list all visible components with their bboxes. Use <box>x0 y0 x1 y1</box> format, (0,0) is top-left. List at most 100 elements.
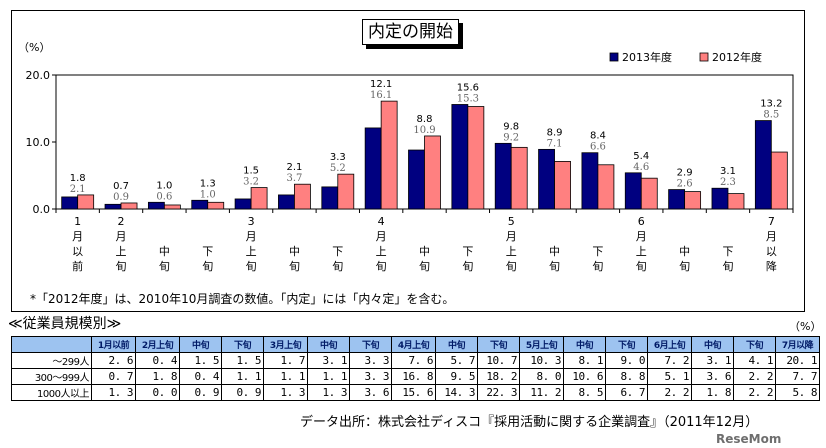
bar-2013 <box>408 149 425 210</box>
table-cell: 0. 4 <box>135 352 180 369</box>
table-cell: 7. 7 <box>775 368 820 385</box>
bar-2013 <box>451 104 469 210</box>
bar-2012 <box>727 193 745 210</box>
bar-2013 <box>538 148 555 210</box>
y-tick-label: 10.0 <box>26 136 51 149</box>
x-tick-label: 以 <box>72 245 83 258</box>
table-header-row: 1月以前 2月上旬 中旬 下旬 3月上旬 中旬 下旬 4月上旬 中旬 下旬 5月上旬 中旬 下旬 6月上旬… <box>11 336 820 353</box>
table-cell: 3. 6 <box>349 384 392 401</box>
x-tick-label: 4 <box>378 215 385 228</box>
legend-label-1: 2012年度 <box>712 50 762 64</box>
data-label-2013: 0.7 <box>113 181 129 192</box>
bar-2012 <box>120 202 138 210</box>
bar-chart: （%）0.010.020.01月以前2月上旬中旬下旬3月上旬中旬下旬4月上旬中旬… <box>18 41 794 273</box>
table-cell: 15. 6 <box>391 384 436 401</box>
data-label-2012: 7.1 <box>547 138 563 149</box>
table-cell: 9. 0 <box>605 352 648 369</box>
data-label-2013: 9.8 <box>503 121 519 132</box>
bar-2013 <box>668 189 686 210</box>
table-column-header: 下旬 <box>733 336 776 353</box>
x-tick-label: 旬 <box>592 260 603 273</box>
chart-title: 内定の開始 <box>362 19 459 45</box>
bar-2012 <box>770 151 788 210</box>
x-tick-label: 旬 <box>289 260 300 273</box>
table-cell: 3. 3 <box>349 368 392 385</box>
bar-2012 <box>207 201 225 210</box>
table-cell: 5. 7 <box>435 352 478 369</box>
bar-2013 <box>147 201 165 210</box>
x-tick-label: 月 <box>72 230 83 243</box>
table-cell: 0. 0 <box>135 384 180 401</box>
x-tick-label: 旬 <box>202 260 213 273</box>
table-cell: 7. 6 <box>391 352 436 369</box>
x-tick-label: 1 <box>74 215 81 228</box>
data-label-2012: 3.2 <box>243 177 259 188</box>
employee-size-table: 1月以前 2月上旬 中旬 下旬 3月上旬 中旬 下旬 4月上旬 中旬 下旬 5月上旬 中旬 下旬 6月上旬… <box>11 336 820 401</box>
data-label-2013: 8.8 <box>417 114 433 125</box>
x-tick-label: 旬 <box>332 260 343 273</box>
x-tick-label: 6 <box>638 215 645 228</box>
table-cell: 1. 1 <box>307 368 350 385</box>
table-cell: 10. 6 <box>563 368 606 385</box>
table-cell: 2. 2 <box>733 368 776 385</box>
bar-2013 <box>104 203 122 210</box>
x-tick-label: 上 <box>376 245 387 258</box>
x-tick-label: 月 <box>766 230 777 243</box>
table-column-header: 下旬 <box>221 336 264 353</box>
table-row: ～299人 2. 6 0. 4 1. 5 1. 5 1. 7 3. 1 3. 3 7. 6 5. … <box>11 352 820 369</box>
x-tick-label: 月 <box>636 230 647 243</box>
x-tick-label: 中 <box>549 245 560 258</box>
table-row-label: ～299人 <box>11 352 92 369</box>
data-label-2012: 4.6 <box>633 162 649 173</box>
bar-2012 <box>510 146 528 210</box>
x-tick-label: 旬 <box>549 260 560 273</box>
bar-2013 <box>624 172 642 210</box>
x-tick-label: 月 <box>116 230 127 243</box>
x-tick-label: 降 <box>766 259 777 273</box>
table-cell: 3. 6 <box>691 368 734 385</box>
bar-2013 <box>711 187 729 210</box>
bar-2012 <box>294 183 311 210</box>
data-label-2013: 2.9 <box>677 168 693 179</box>
table-cell: 1. 3 <box>307 384 350 401</box>
y-axis-label: （%） <box>18 41 50 54</box>
bar-2012 <box>467 106 485 210</box>
table-cell: 0. 4 <box>179 368 222 385</box>
bar-2012 <box>163 204 181 210</box>
data-label-2012: 0.6 <box>156 191 172 202</box>
x-tick-label: 以 <box>766 245 777 258</box>
x-tick-label: 下 <box>332 245 343 258</box>
table-cell: 8. 1 <box>563 352 606 369</box>
table-caption: ≪従業員規模別≫ <box>8 316 122 332</box>
table-corner-cell <box>11 336 92 353</box>
x-tick-label: 月 <box>376 230 387 243</box>
table-cell: 3. 1 <box>691 352 734 369</box>
table-column-header: 1月以前 <box>91 336 136 353</box>
data-label-2013: 8.9 <box>547 127 563 138</box>
x-tick-label: 旬 <box>376 260 387 273</box>
legend-label-0: 2013年度 <box>622 50 672 64</box>
bar-2013 <box>494 142 512 210</box>
x-tick-label: 月 <box>506 230 517 243</box>
source-note: データ出所：株式会社ディスコ『採用活動に関する企業調査』（2011年12月） <box>300 415 759 430</box>
table-cell: 1. 8 <box>135 368 180 385</box>
table-cell: 9. 5 <box>435 368 478 385</box>
bar-2013 <box>754 120 772 210</box>
x-tick-label: 旬 <box>679 260 690 273</box>
data-label-2012: 2.1 <box>70 184 86 195</box>
table-cell: 0. 9 <box>179 384 222 401</box>
x-tick-label: 月 <box>246 230 257 243</box>
table-cell: 10. 3 <box>519 352 564 369</box>
table-row-label: 1000人以上 <box>11 384 92 401</box>
table-cell: 7. 2 <box>647 352 692 369</box>
x-tick-label: 前 <box>72 259 83 273</box>
x-tick-label: 旬 <box>722 260 733 273</box>
table-cell: 6. 7 <box>605 384 648 401</box>
bar-2012 <box>77 194 95 210</box>
table-cell: 11. 2 <box>519 384 564 401</box>
table-cell: 3. 1 <box>307 352 350 369</box>
data-label-2013: 1.0 <box>156 180 172 191</box>
table-cell: 1. 1 <box>263 368 308 385</box>
bar-2013 <box>61 196 79 210</box>
table-cell: 5. 1 <box>647 368 692 385</box>
